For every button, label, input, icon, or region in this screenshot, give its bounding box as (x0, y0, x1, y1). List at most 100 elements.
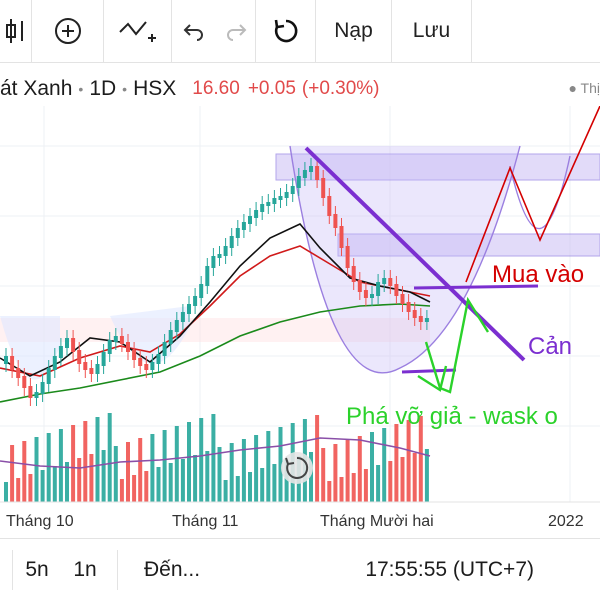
candle (357, 280, 362, 292)
reload-button[interactable] (256, 0, 316, 62)
candle (22, 376, 27, 388)
volume-bar (309, 452, 313, 502)
candle (174, 320, 179, 332)
volume-bar (272, 464, 277, 502)
annotation-resistance: Cản (528, 333, 572, 360)
candle (296, 176, 301, 188)
load-button[interactable]: Nạp (316, 0, 392, 62)
candle (260, 204, 265, 212)
interval-label[interactable]: 1D (89, 77, 117, 100)
candle (266, 202, 271, 206)
volume-bar (241, 439, 246, 502)
volume-bar (16, 478, 21, 502)
candle (327, 196, 332, 216)
annotation-buy: Mua vào (492, 261, 584, 288)
volume-bar (77, 458, 82, 502)
volume-bar (351, 473, 356, 502)
candle (339, 226, 344, 248)
volume-bar (34, 437, 39, 502)
chart-style-button[interactable] (0, 0, 32, 62)
range-1d-button[interactable]: 1n (73, 558, 97, 581)
save-button[interactable]: Lưu (392, 0, 472, 62)
volume-bar (406, 420, 411, 502)
candle (376, 282, 381, 296)
candle (34, 392, 39, 398)
volume-bar (174, 426, 179, 502)
support-level-line (401, 368, 457, 374)
candle (65, 338, 69, 348)
volume-bar (187, 422, 191, 502)
volume-bar (327, 481, 332, 502)
drawing-tool-button[interactable] (104, 0, 172, 62)
volume-bar (424, 449, 429, 502)
volume-bar (248, 472, 252, 502)
candle (418, 316, 423, 322)
add-indicator-button[interactable] (32, 0, 104, 62)
downtrend-line (304, 146, 526, 362)
volume-bar (52, 466, 57, 502)
volume-bar (229, 443, 234, 502)
add-indicator-icon (54, 18, 81, 44)
volume-bar (83, 421, 88, 502)
candle (248, 216, 252, 224)
price-change-pct: (+0.30%) (301, 78, 380, 99)
candle (302, 170, 307, 178)
small-cup-outline (509, 155, 571, 230)
candle (333, 214, 338, 228)
false-break-path (424, 296, 490, 394)
candle (370, 294, 374, 298)
undo-icon (183, 24, 203, 41)
candle (89, 368, 94, 374)
volume-bar (119, 479, 124, 502)
volume-bar (376, 465, 381, 502)
candle (424, 318, 429, 322)
volume-bar (235, 476, 240, 502)
candle (199, 284, 204, 298)
drawing-tool-icon (118, 21, 156, 42)
volume-bar (412, 453, 417, 502)
ma-long-line (0, 303, 431, 403)
volume-bar (89, 454, 94, 502)
candle (229, 236, 234, 248)
volume-bar (4, 482, 8, 502)
clock-display[interactable]: 17:55:55 (UTC+7) (365, 558, 534, 581)
volume-bar (144, 471, 149, 502)
annotation-false-break: Phá vỡ giả - wask o (346, 403, 558, 430)
undo-button[interactable] (172, 0, 216, 62)
candle (406, 302, 411, 312)
redo-button[interactable] (216, 0, 256, 62)
cup-pattern-fill (290, 146, 520, 373)
goto-date-button[interactable]: Đến... (144, 558, 201, 581)
candle (278, 196, 283, 200)
candle (16, 368, 21, 378)
volume-bar (357, 436, 362, 502)
x-tick-label: 2022 (548, 513, 584, 530)
candle (180, 312, 185, 322)
range-5d-button[interactable]: 5n (25, 558, 49, 581)
candle (40, 382, 45, 394)
price-chart[interactable]: Mua vào Cản Phá vỡ giả - wask o Tháng 10… (0, 106, 600, 532)
candle (119, 336, 124, 344)
chart-reset-button[interactable] (281, 452, 313, 484)
volume-bar (345, 440, 350, 502)
false-break-arrow (417, 365, 448, 392)
reload-icon (274, 19, 297, 43)
candle (71, 338, 76, 352)
volume-bar (394, 424, 399, 502)
resistance-zone-mid (337, 233, 600, 257)
reset-icon (286, 456, 309, 479)
market-status: ● Thị (568, 80, 600, 96)
x-tick-label: Tháng 10 (6, 513, 74, 530)
candle (400, 294, 405, 304)
candle (10, 356, 15, 370)
top-toolbar: Nạp Lưu (0, 0, 600, 63)
volume-bar (363, 469, 368, 502)
volume-bar (95, 417, 100, 502)
volume-bar (205, 451, 210, 502)
candle (223, 246, 228, 256)
candle (187, 304, 191, 314)
candle (28, 386, 33, 398)
candle (315, 166, 320, 180)
separator-dot: • (122, 81, 128, 97)
symbol-name[interactable]: át Xanh (0, 77, 73, 100)
